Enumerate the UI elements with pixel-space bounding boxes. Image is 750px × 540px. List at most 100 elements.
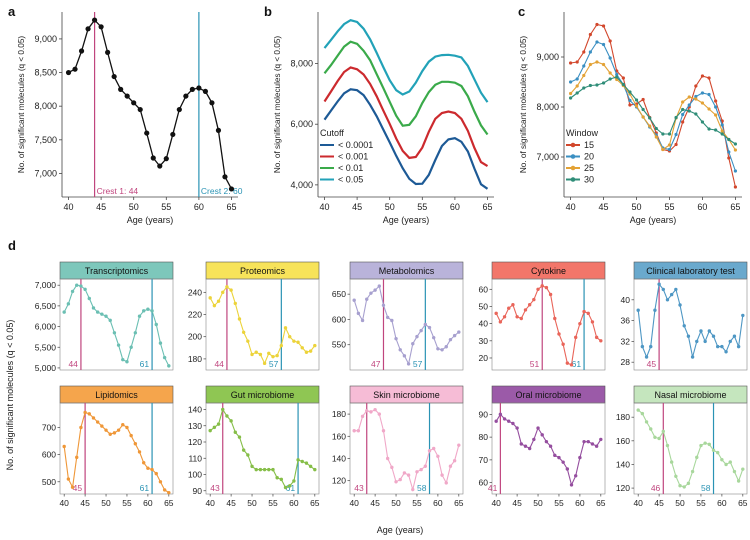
data-point: [553, 453, 557, 458]
data-point: [678, 303, 682, 307]
y-tick-label: 90: [479, 409, 489, 419]
data-point: [360, 414, 365, 419]
series-line: [209, 286, 316, 365]
subplot-oral-microbiome: Oral microbiome 60 70 80 90 40 45 50 55 60 65 41: [479, 385, 606, 508]
subplot-nasal-microbiome: Nasal microbiome 120 140 160 180 40 45 50 55 60 65…: [616, 385, 748, 508]
y-tick-label: 110: [188, 453, 202, 463]
data-point: [154, 471, 158, 476]
data-point: [667, 132, 672, 136]
y-tick-label: 140: [188, 405, 202, 415]
y-tick-label: 32: [621, 336, 631, 346]
series-line-15: [570, 23, 736, 188]
data-point: [444, 481, 448, 485]
data-point: [377, 284, 381, 288]
data-point: [601, 42, 606, 47]
data-point: [594, 444, 599, 448]
subplot-title: Gut microbiome: [231, 390, 295, 400]
legend-title: Window: [566, 128, 599, 138]
data-point: [95, 420, 100, 424]
data-point: [415, 334, 419, 339]
data-point: [202, 88, 209, 94]
crest-label-1: 44: [214, 359, 224, 369]
x-axis-label: Age (years): [127, 215, 174, 225]
subplot-frame: [633, 278, 748, 371]
legend-entry: < 0.0001: [338, 140, 373, 150]
data-point: [711, 334, 716, 338]
data-point: [703, 441, 707, 445]
x-tick-label: 60: [433, 498, 443, 508]
data-point: [150, 467, 154, 472]
data-point: [377, 412, 381, 416]
data-point: [532, 297, 536, 302]
data-point: [565, 467, 570, 471]
data-point: [133, 331, 138, 335]
crest-label-2: 57: [413, 359, 423, 369]
data-point: [70, 289, 75, 294]
data-point: [621, 76, 625, 80]
data-point: [720, 344, 724, 349]
x-tick-label: 65: [226, 202, 236, 212]
data-point: [267, 351, 271, 356]
data-point: [628, 90, 632, 94]
y-tick-label: 200: [188, 332, 202, 342]
data-point: [661, 429, 665, 434]
series-line-005: [323, 19, 489, 103]
legend-entry: 20: [584, 152, 594, 162]
data-point: [237, 317, 242, 321]
data-point: [65, 69, 72, 76]
y-tick-label: 6,000: [290, 119, 313, 129]
data-point: [720, 132, 724, 136]
y-tick-label: 90: [193, 486, 203, 496]
data-point: [75, 455, 79, 460]
data-point: [608, 56, 612, 60]
data-point: [105, 49, 111, 55]
x-tick-label: 60: [697, 202, 707, 212]
data-point: [212, 425, 217, 430]
data-point: [221, 290, 225, 295]
data-point: [582, 439, 586, 444]
data-point: [246, 339, 250, 343]
data-point: [288, 335, 292, 339]
y-tick-label: 240: [188, 287, 202, 297]
data-point: [536, 426, 540, 430]
subplot-frame: [205, 278, 320, 371]
data-point: [196, 85, 202, 91]
data-point: [72, 66, 78, 72]
data-point: [229, 288, 233, 292]
data-point: [176, 106, 182, 113]
data-point: [732, 469, 737, 474]
data-point: [507, 306, 511, 310]
data-point: [669, 292, 674, 297]
data-point: [615, 75, 619, 79]
data-point: [640, 411, 645, 416]
data-point: [146, 307, 150, 311]
data-point: [694, 112, 698, 116]
data-point: [553, 316, 557, 321]
data-point: [687, 95, 691, 99]
data-point: [116, 343, 121, 347]
data-point: [681, 100, 685, 104]
data-point: [233, 430, 237, 434]
series-line: [637, 409, 744, 488]
data-point: [221, 407, 225, 412]
data-point: [308, 464, 313, 469]
data-point: [157, 163, 163, 169]
subplot-frame: [349, 402, 464, 495]
data-point: [91, 17, 98, 23]
data-point: [228, 186, 235, 192]
data-point: [568, 91, 573, 96]
data-point: [91, 306, 96, 310]
data-point: [515, 315, 519, 319]
data-point: [644, 420, 649, 424]
legend-swatch-point: [570, 142, 576, 148]
data-point: [628, 98, 632, 103]
data-point: [707, 329, 712, 333]
data-point: [733, 169, 738, 173]
x-tick-label: 60: [575, 498, 585, 508]
crest-label-1: 45: [73, 483, 83, 493]
x-tick-label: 40: [491, 498, 501, 508]
crest-label-2: 58: [701, 483, 711, 493]
panel-letter-d: d: [8, 238, 16, 253]
data-point: [714, 113, 718, 117]
data-point: [121, 357, 125, 362]
